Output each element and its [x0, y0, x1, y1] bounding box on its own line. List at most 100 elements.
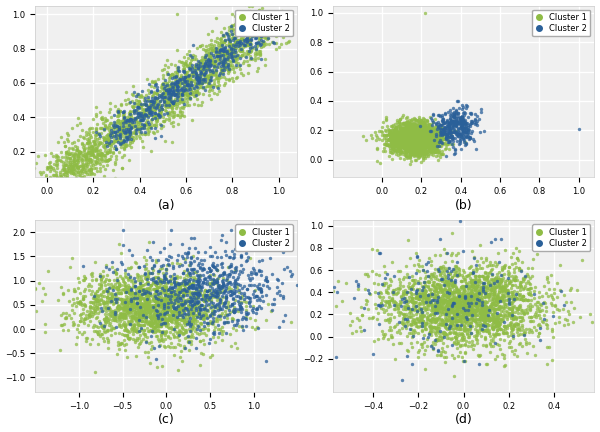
- Point: [419, 339, 428, 346]
- Point: [391, 126, 400, 133]
- Point: [454, 310, 464, 317]
- Point: [218, 274, 228, 281]
- Point: [118, 113, 128, 120]
- Point: [139, 302, 149, 309]
- Point: [250, 20, 259, 27]
- Point: [402, 140, 412, 147]
- Point: [186, 327, 196, 334]
- Point: [460, 268, 469, 275]
- Point: [444, 133, 454, 140]
- Point: [415, 129, 425, 136]
- Point: [89, 328, 98, 335]
- Point: [411, 136, 421, 143]
- Point: [145, 307, 154, 314]
- Point: [163, 87, 173, 94]
- Point: [444, 264, 454, 271]
- Point: [188, 322, 198, 329]
- Point: [566, 298, 575, 305]
- Point: [409, 137, 419, 144]
- Point: [405, 133, 415, 140]
- Point: [401, 137, 411, 144]
- Point: [175, 114, 185, 121]
- Point: [512, 295, 521, 302]
- Point: [144, 292, 154, 299]
- Point: [194, 309, 204, 316]
- Point: [378, 148, 388, 155]
- Point: [58, 176, 67, 183]
- Point: [139, 116, 148, 123]
- Point: [91, 145, 101, 152]
- Point: [429, 290, 439, 297]
- Point: [137, 291, 146, 298]
- Point: [409, 148, 419, 155]
- Point: [124, 109, 133, 116]
- Point: [177, 309, 187, 316]
- Point: [443, 137, 453, 143]
- Point: [79, 173, 89, 180]
- Point: [460, 128, 469, 135]
- Point: [503, 286, 512, 293]
- Point: [209, 293, 218, 300]
- Point: [415, 137, 424, 143]
- Point: [471, 306, 481, 313]
- Point: [416, 137, 426, 143]
- Point: [473, 288, 483, 295]
- Point: [522, 285, 532, 292]
- Point: [259, 30, 268, 37]
- Point: [417, 283, 427, 290]
- Point: [415, 145, 425, 152]
- Point: [394, 131, 404, 138]
- Point: [68, 145, 77, 152]
- Point: [421, 298, 431, 305]
- Point: [428, 278, 437, 285]
- Point: [405, 135, 415, 142]
- Point: [444, 296, 454, 303]
- Point: [461, 309, 471, 316]
- Point: [167, 70, 177, 77]
- Point: [466, 318, 476, 325]
- Point: [407, 133, 417, 140]
- Point: [167, 311, 176, 318]
- Point: [191, 72, 200, 79]
- Point: [413, 151, 423, 158]
- Point: [190, 300, 199, 307]
- Point: [232, 32, 241, 39]
- Point: [74, 150, 83, 157]
- Point: [482, 313, 491, 320]
- Point: [422, 313, 432, 320]
- Point: [250, 317, 259, 324]
- Point: [76, 166, 86, 173]
- Point: [433, 305, 442, 312]
- Point: [451, 269, 461, 276]
- Point: [147, 270, 157, 276]
- Point: [476, 321, 486, 328]
- Point: [92, 287, 102, 294]
- Point: [415, 140, 424, 146]
- Point: [413, 141, 423, 148]
- Point: [169, 89, 179, 96]
- Point: [413, 128, 423, 135]
- Point: [265, 24, 274, 31]
- Point: [100, 328, 109, 335]
- Point: [212, 278, 222, 285]
- Point: [227, 314, 236, 321]
- Point: [151, 82, 160, 89]
- Point: [108, 291, 118, 298]
- Point: [106, 294, 115, 301]
- Point: [433, 143, 442, 150]
- Point: [468, 296, 478, 303]
- Point: [207, 308, 217, 314]
- Point: [181, 78, 191, 85]
- Point: [431, 153, 440, 160]
- Point: [412, 145, 422, 152]
- Point: [235, 323, 244, 330]
- Point: [243, 35, 253, 42]
- Point: [145, 319, 154, 326]
- Point: [137, 309, 147, 316]
- Point: [76, 297, 85, 304]
- Point: [394, 275, 404, 282]
- Point: [80, 275, 89, 282]
- Point: [461, 128, 471, 135]
- Point: [216, 63, 226, 70]
- Point: [467, 282, 476, 289]
